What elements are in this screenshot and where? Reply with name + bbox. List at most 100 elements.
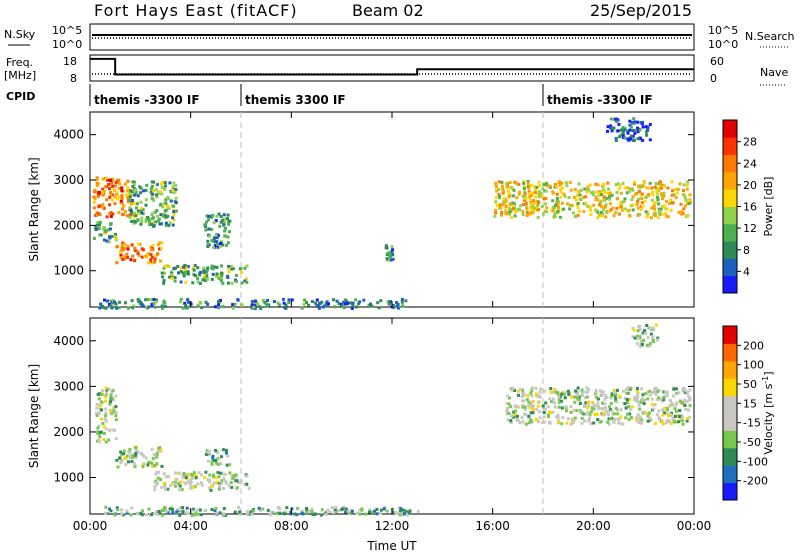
- range-gate-cell: [576, 393, 580, 397]
- range-gate-cell: [266, 304, 270, 308]
- range-gate-cell: [166, 511, 170, 515]
- nsearch-scale-top: 10^5: [708, 24, 738, 37]
- range-gate-cell: [128, 451, 132, 455]
- range-gate-cell: [534, 386, 538, 390]
- range-gate-cell: [370, 510, 374, 514]
- range-gate-cell: [96, 393, 100, 397]
- range-gate-cell: [611, 412, 615, 416]
- range-gate-cell: [656, 336, 660, 340]
- range-gate-cell: [529, 205, 533, 209]
- range-gate-cell: [105, 239, 109, 243]
- range-gate-cell: [344, 510, 348, 514]
- range-gate-cell: [237, 505, 241, 509]
- range-gate-cell: [529, 400, 533, 404]
- range-gate-cell: [616, 408, 620, 412]
- range-gate-cell: [128, 447, 132, 451]
- range-gate-cell: [686, 399, 690, 403]
- range-gate-cell: [245, 482, 249, 486]
- range-gate-cell: [126, 306, 130, 310]
- range-gate-cell: [507, 411, 511, 415]
- range-gate-cell: [602, 195, 606, 199]
- range-gate-cell: [642, 410, 646, 414]
- range-gate-cell: [213, 240, 217, 244]
- range-gate-cell: [219, 240, 223, 244]
- range-gate-cell: [680, 419, 684, 423]
- range-gate-cell: [131, 254, 135, 258]
- range-gate-cell: [326, 508, 330, 512]
- range-gate-cell: [556, 392, 560, 396]
- range-gate-cell: [497, 180, 501, 184]
- range-gate-cell: [177, 482, 181, 486]
- range-gate-cell: [283, 512, 287, 516]
- range-gate-cell: [173, 484, 177, 488]
- range-gate-cell: [111, 428, 115, 432]
- range-gate-cell: [120, 247, 124, 251]
- range-gate-cell: [207, 227, 211, 231]
- range-gate-cell: [531, 204, 535, 208]
- range-gate-cell: [646, 127, 650, 131]
- range-gate-cell: [119, 201, 123, 205]
- range-gate-cell: [604, 215, 608, 219]
- range-gate-cell: [656, 338, 659, 342]
- range-gate-cell: [227, 484, 231, 488]
- range-gate-cell: [608, 191, 612, 195]
- range-gate-cell: [521, 420, 525, 424]
- range-gate-cell: [521, 203, 525, 206]
- range-gate-cell: [651, 326, 655, 330]
- range-gate-cell: [191, 507, 195, 511]
- range-gate-cell: [621, 134, 625, 138]
- range-gate-cell: [226, 213, 230, 217]
- range-gate-cell: [111, 193, 115, 197]
- range-gate-cell: [215, 265, 219, 269]
- range-gate-cell: [542, 406, 546, 410]
- range-gate-cell: [119, 254, 123, 258]
- range-gate-cell: [578, 410, 582, 414]
- range-gate-cell: [160, 271, 164, 275]
- range-gate-cell: [110, 306, 114, 310]
- range-gate-cell: [539, 387, 543, 391]
- range-gate-cell: [153, 257, 157, 261]
- range-gate-cell: [500, 213, 503, 217]
- range-gate-cell: [635, 398, 639, 402]
- range-gate-cell: [601, 390, 605, 394]
- range-gate-cell: [602, 182, 605, 186]
- range-gate-cell: [659, 207, 663, 211]
- range-gate-cell: [545, 184, 549, 188]
- range-gate-cell: [559, 190, 563, 194]
- range-gate-cell: [337, 302, 341, 305]
- range-gate-cell: [139, 511, 143, 515]
- range-gate-cell: [102, 189, 106, 193]
- range-gate-cell: [157, 446, 161, 450]
- range-gate-cell: [181, 271, 185, 275]
- range-gate-cell: [555, 192, 559, 196]
- range-gate-cell: [545, 206, 549, 210]
- range-gate-cell: [215, 240, 219, 244]
- range-gate-cell: [626, 129, 629, 133]
- range-gate-cell: [130, 454, 134, 458]
- range-gate-cell: [120, 207, 124, 211]
- range-gate-cell: [625, 398, 629, 401]
- range-gate-cell: [651, 340, 655, 343]
- range-gate-cell: [636, 120, 640, 124]
- range-gate-cell: [391, 510, 395, 514]
- range-gate-cell: [531, 400, 535, 403]
- range-gate-cell: [101, 205, 105, 209]
- range-gate-cell: [609, 208, 613, 212]
- range-gate-cell: [163, 506, 167, 510]
- range-gate-cell: [569, 422, 573, 426]
- range-gate-cell: [102, 438, 106, 441]
- range-gate-cell: [549, 387, 553, 391]
- range-gate-cell: [324, 302, 328, 306]
- range-gate-cell: [556, 415, 560, 419]
- range-gate-cell: [172, 181, 176, 185]
- range-gate-cell: [180, 266, 183, 270]
- range-gate-cell: [109, 509, 113, 513]
- range-gate-cell: [534, 195, 538, 199]
- range-gate-cell: [210, 461, 214, 465]
- range-gate-cell: [630, 198, 634, 202]
- range-gate-cell: [300, 306, 304, 310]
- range-gate-cell: [584, 396, 587, 400]
- range-gate-cell: [113, 202, 117, 206]
- range-gate-cell: [221, 281, 225, 285]
